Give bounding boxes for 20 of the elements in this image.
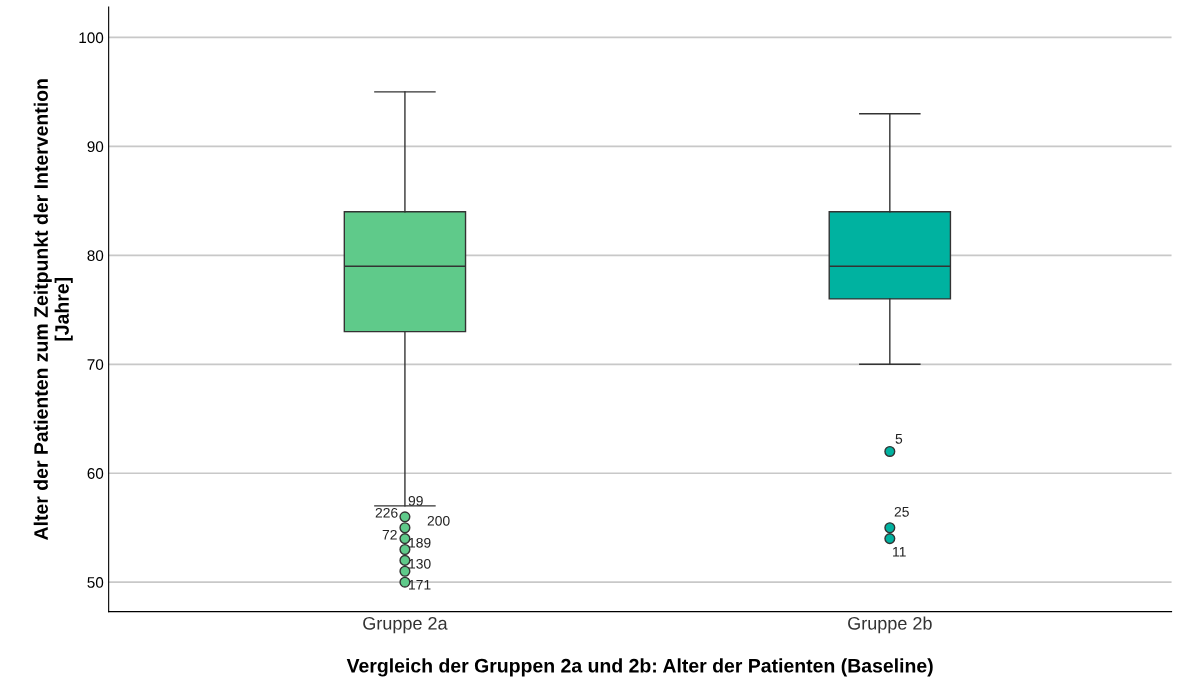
annotation: 171 bbox=[409, 580, 431, 590]
y-tick-label: 80 bbox=[87, 250, 104, 262]
y-axis-title: Alter der Patienten zum Zeitpunkt der Intervention [Jahre] bbox=[33, 79, 73, 540]
annotation: 200 bbox=[427, 515, 450, 526]
x-tick-label: Gruppe 2a bbox=[363, 616, 448, 634]
x-axis-title: Vergleich der Gruppen 2a und 2b: Alter der Patienten (Baseline) bbox=[346, 658, 933, 677]
y-tick-label: 90 bbox=[87, 141, 104, 153]
annotation: 189 bbox=[409, 537, 431, 548]
annotation: 130 bbox=[409, 558, 431, 569]
annotation: 11 bbox=[893, 547, 906, 557]
y-tick-label: 70 bbox=[87, 359, 104, 370]
annotation: 25 bbox=[894, 506, 909, 517]
annotation: 72 bbox=[382, 529, 397, 540]
annotation: 226 bbox=[375, 507, 398, 518]
y-tick-label: 60 bbox=[87, 468, 104, 479]
y-tick-label: 50 bbox=[87, 577, 104, 588]
x-tick-label: Gruppe 2b bbox=[848, 616, 932, 634]
annotation: 99 bbox=[408, 495, 423, 506]
annotation: 5 bbox=[895, 434, 903, 444]
y-tick-label: 100 bbox=[79, 32, 104, 44]
